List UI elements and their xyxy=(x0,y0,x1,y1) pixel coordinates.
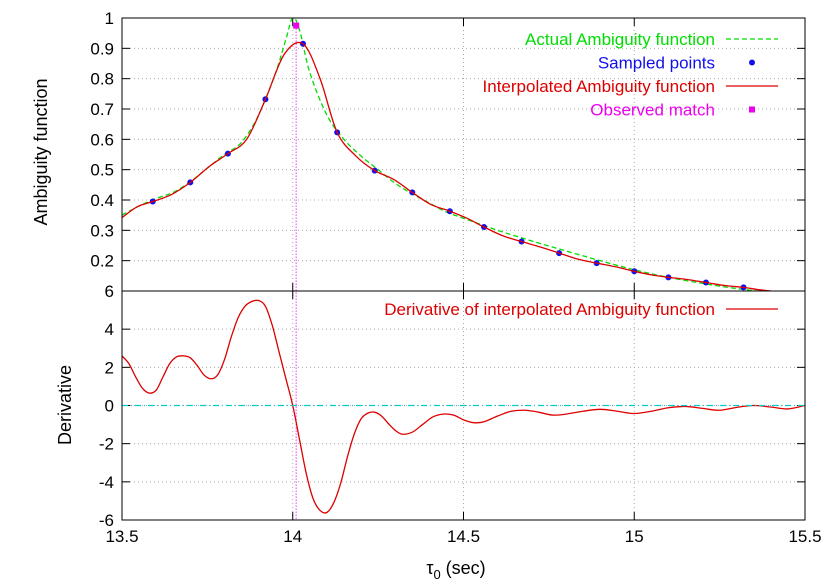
y-tick-label: 1 xyxy=(105,9,114,28)
y-tick-label: 0.2 xyxy=(90,252,114,271)
legend-swatch-sampled-points xyxy=(749,59,755,66)
legend-label-actual-ambiguity-function: Actual Ambiguity function xyxy=(525,30,715,49)
panel-frames xyxy=(121,17,806,521)
y-tick-label: -2 xyxy=(99,435,114,454)
x-tick-labels: 13.5 14 14.5 15 15.5 xyxy=(105,527,821,546)
x-tick-label: 14.5 xyxy=(447,527,480,546)
bottom-y-axis-label: Derivative xyxy=(55,365,75,445)
top-panel-grid xyxy=(121,17,806,291)
observed-match-point xyxy=(293,22,300,29)
y-tick-label: 6 xyxy=(105,282,114,301)
y-tick-label: 0.7 xyxy=(90,100,114,119)
bottom-panel-legend: Derivative of interpolated Ambiguity fun… xyxy=(384,300,778,319)
derivative-of-interpolated-ambiguity-function-line xyxy=(122,299,805,514)
y-tick-label: 0.5 xyxy=(90,161,114,180)
x-tick-label: 15 xyxy=(625,527,644,546)
bottom-panel-frame xyxy=(121,290,806,521)
y-tick-label: 0.4 xyxy=(90,191,114,210)
bottom-panel-series xyxy=(122,299,805,514)
y-tick-label: 2 xyxy=(105,358,114,377)
top-y-axis-label: Ambiguity function xyxy=(31,78,51,225)
y-tick-label: 0.9 xyxy=(90,39,114,58)
y-tick-label: -4 xyxy=(99,473,114,492)
legend-label-interpolated-ambiguity-function: Interpolated Ambiguity function xyxy=(483,77,715,96)
legend-label-derivative-of-interpolated-ambiguity-function: Derivative of interpolated Ambiguity fun… xyxy=(384,300,715,319)
top-panel-y-tick-labels: 0.2 0.3 0.4 0.5 0.6 0.7 0.8 0.9 1 xyxy=(90,9,114,271)
y-tick-label: 4 xyxy=(105,320,114,339)
y-tick-label: 0.8 xyxy=(90,70,114,89)
legend-label-observed-match: Observed match xyxy=(590,101,715,120)
x-tick-label: 14 xyxy=(283,527,302,546)
y-tick-label: 0 xyxy=(105,397,114,416)
top-panel-series xyxy=(122,18,771,291)
x-tick-label: 15.5 xyxy=(788,527,821,546)
bottom-panel-y-tick-labels: -6 -4 -2 0 2 4 6 xyxy=(99,282,114,530)
y-tick-label: -6 xyxy=(99,511,114,530)
x-tick-label: 13.5 xyxy=(105,527,138,546)
y-tick-label: 0.3 xyxy=(90,221,114,240)
top-panel-legend: Actual Ambiguity function Sampled points I… xyxy=(483,30,778,120)
y-tick-label: 0.6 xyxy=(90,130,114,149)
legend-swatch-observed-match xyxy=(749,106,755,113)
legend-label-sampled-points: Sampled points xyxy=(598,54,715,73)
interpolated-ambiguity-function-line xyxy=(122,41,771,291)
x-axis-label: τ0 (sec) xyxy=(426,558,485,581)
